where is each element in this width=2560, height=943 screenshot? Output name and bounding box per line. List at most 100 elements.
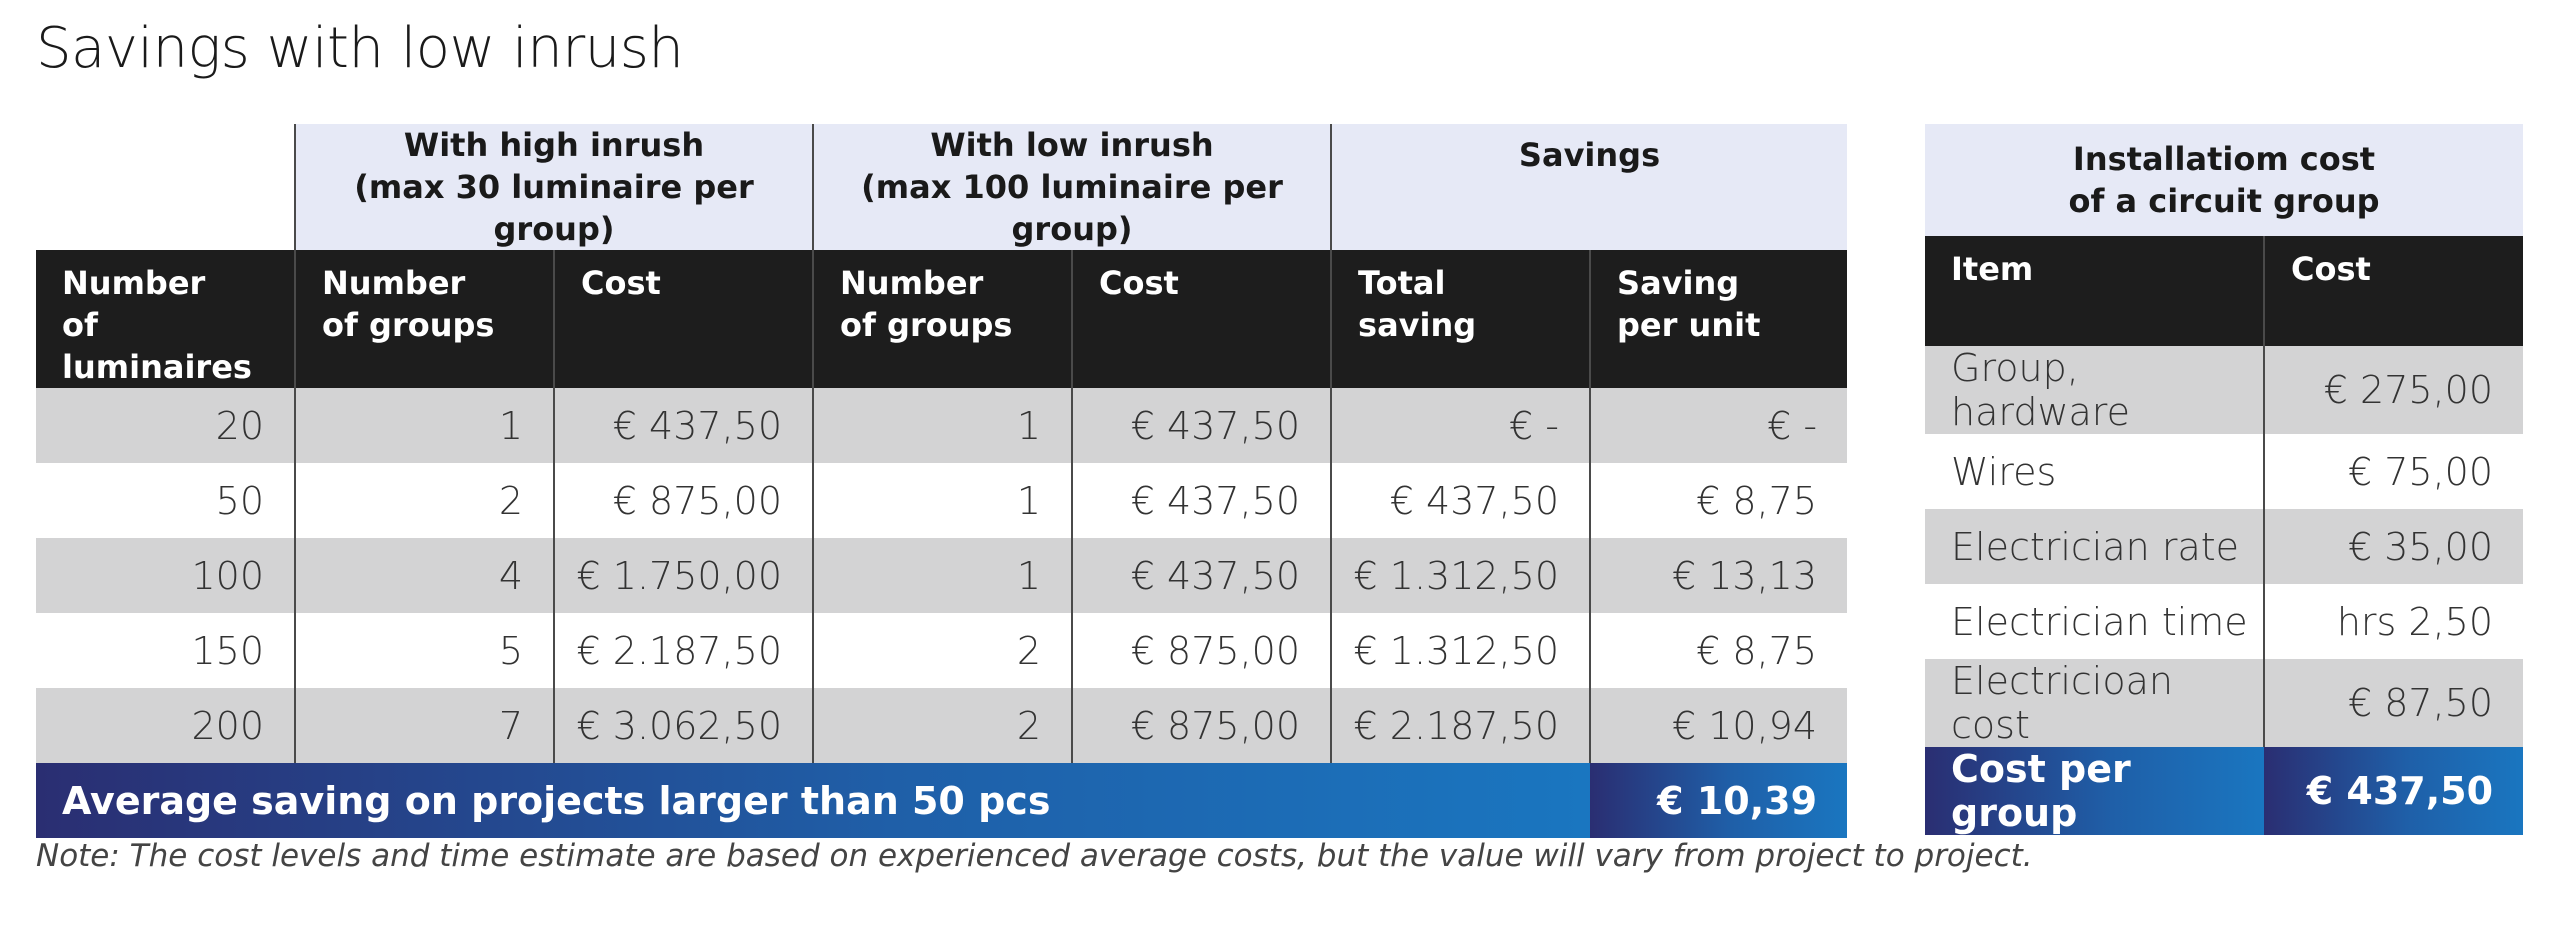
high-inrush-header: With high inrush (max 30 luminaire per g… (294, 124, 813, 250)
col-item: Item (1925, 236, 2264, 346)
col-item-label: Item (1951, 250, 2034, 288)
cell-item: Electrician time (1925, 584, 2264, 659)
average-saving-label: Average saving on projects larger than 5… (36, 763, 1591, 838)
cell-luminaires: 100 (36, 538, 295, 613)
cell-cost: € 35,00 (2262, 509, 2524, 584)
average-saving-value: € 10,39 (1590, 763, 1848, 838)
cell-total-saving: € 437,50 (1330, 463, 1591, 538)
cell-saving-per-unit: € 8,75 (1589, 613, 1848, 688)
cell-high-groups: 1 (294, 388, 554, 463)
col-cost: Cost (2262, 236, 2524, 346)
cost-per-group-value: € 437,50 (2264, 747, 2524, 835)
cell-saving-per-unit: € 13,13 (1589, 538, 1848, 613)
col-high-groups-line2: of groups (322, 306, 495, 344)
cost-per-group-row: Cost per group € 437,50 (1925, 747, 2524, 835)
cell-low-groups: 2 (812, 688, 1072, 763)
cell-low-cost: € 875,00 (1070, 613, 1332, 688)
col-cost-label: Cost (2291, 250, 2371, 288)
low-inrush-header-line1: With low inrush (930, 126, 1214, 164)
col-total-saving-line2: saving (1358, 306, 1477, 344)
cell-high-cost: € 1.750,00 (553, 538, 813, 613)
cell-cost: € 75,00 (2262, 434, 2524, 509)
cell-low-cost: € 437,50 (1070, 388, 1332, 463)
cell-item: Wires (1925, 434, 2264, 509)
cost-group-header-row: Installatiom cost of a circuit group (1925, 124, 2524, 236)
col-low-cost: Cost (1070, 250, 1332, 388)
cost-column-header-row: Item Cost (1925, 236, 2524, 346)
col-high-groups-line1: Number (322, 264, 466, 302)
col-number-of-luminaires: Number of luminaires (36, 250, 295, 388)
col-saving-per-unit-line1: Saving (1617, 264, 1740, 302)
cell-low-groups: 1 (812, 388, 1072, 463)
cell-luminaires: 20 (36, 388, 295, 463)
cell-low-groups: 1 (812, 538, 1072, 613)
col-total-saving-line1: Total (1358, 264, 1446, 302)
table-row: 20 1 € 437,50 1 € 437,50 € - € - (36, 388, 1848, 463)
cell-high-cost: € 437,50 (553, 388, 813, 463)
cell-saving-per-unit: € 8,75 (1589, 463, 1848, 538)
page-title: Savings with low inrush (36, 16, 684, 81)
cell-low-cost: € 437,50 (1070, 463, 1332, 538)
cell-total-saving: € 1.312,50 (1330, 613, 1591, 688)
cell-luminaires: 200 (36, 688, 295, 763)
col-high-cost-label: Cost (581, 264, 661, 302)
cell-high-groups: 5 (294, 613, 554, 688)
cell-total-saving: € 1.312,50 (1330, 538, 1591, 613)
installation-cost-table: Installatiom cost of a circuit group Ite… (1925, 124, 2524, 835)
table-row: Electrician time hrs 2,50 (1925, 584, 2524, 659)
installation-cost-header-line2: of a circuit group (2068, 182, 2380, 220)
table-row: Wires € 75,00 (1925, 434, 2524, 509)
high-inrush-header-line1: With high inrush (403, 126, 705, 164)
col-saving-per-unit: Saving per unit (1589, 250, 1848, 388)
high-inrush-header-line2: (max 30 luminaire per group) (354, 168, 754, 248)
table-row: Group, hardware € 275,00 (1925, 346, 2524, 434)
table-row: Electricioan cost € 87,50 (1925, 659, 2524, 747)
col-high-cost: Cost (553, 250, 813, 388)
average-saving-row: Average saving on projects larger than 5… (36, 763, 1848, 838)
cell-high-cost: € 2.187,50 (553, 613, 813, 688)
savings-header-label: Savings (1518, 136, 1661, 174)
col-total-saving: Total saving (1330, 250, 1591, 388)
cell-luminaires: 150 (36, 613, 295, 688)
col-number-of-luminaires-line1: Number (62, 264, 206, 302)
cell-high-cost: € 875,00 (553, 463, 813, 538)
group-header-row: With high inrush (max 30 luminaire per g… (36, 124, 1848, 250)
cell-luminaires: 50 (36, 463, 295, 538)
cell-cost: hrs 2,50 (2262, 584, 2524, 659)
cost-per-group-label: Cost per group (1925, 747, 2264, 835)
table-row: 150 5 € 2.187,50 2 € 875,00 € 1.312,50 €… (36, 613, 1848, 688)
blank-header-cell (36, 124, 295, 250)
cell-item: Group, hardware (1925, 346, 2264, 434)
cell-low-cost: € 437,50 (1070, 538, 1332, 613)
cell-low-groups: 2 (812, 613, 1072, 688)
cell-saving-per-unit: € - (1589, 388, 1848, 463)
cell-cost: € 87,50 (2262, 659, 2524, 747)
cell-saving-per-unit: € 10,94 (1589, 688, 1848, 763)
col-saving-per-unit-line2: per unit (1617, 306, 1761, 344)
col-number-of-luminaires-line2: of luminaires (62, 306, 252, 386)
savings-table: With high inrush (max 30 luminaire per g… (36, 124, 1848, 838)
col-low-groups-line1: Number (840, 264, 984, 302)
cell-low-groups: 1 (812, 463, 1072, 538)
cell-high-groups: 2 (294, 463, 554, 538)
cell-high-cost: € 3.062,50 (553, 688, 813, 763)
col-low-number-of-groups: Number of groups (812, 250, 1072, 388)
table-row: 50 2 € 875,00 1 € 437,50 € 437,50 € 8,75 (36, 463, 1848, 538)
cell-item: Electrician rate (1925, 509, 2264, 584)
table-row: 100 4 € 1.750,00 1 € 437,50 € 1.312,50 €… (36, 538, 1848, 613)
table-row: 200 7 € 3.062,50 2 € 875,00 € 2.187,50 €… (36, 688, 1848, 763)
footnote: Note: The cost levels and time estimate … (36, 838, 2033, 874)
col-low-cost-label: Cost (1099, 264, 1179, 302)
cell-high-groups: 7 (294, 688, 554, 763)
cell-total-saving: € - (1330, 388, 1591, 463)
cell-high-groups: 4 (294, 538, 554, 613)
table-row: Electrician rate € 35,00 (1925, 509, 2524, 584)
cell-low-cost: € 875,00 (1070, 688, 1332, 763)
installation-cost-header-line1: Installatiom cost (2072, 140, 2376, 178)
savings-header: Savings (1330, 124, 1848, 250)
col-low-groups-line2: of groups (840, 306, 1013, 344)
cell-total-saving: € 2.187,50 (1330, 688, 1591, 763)
column-header-row: Number of luminaires Number of groups Co… (36, 250, 1848, 388)
cell-item: Electricioan cost (1925, 659, 2264, 747)
low-inrush-header-line2: (max 100 luminaire per group) (861, 168, 1283, 248)
